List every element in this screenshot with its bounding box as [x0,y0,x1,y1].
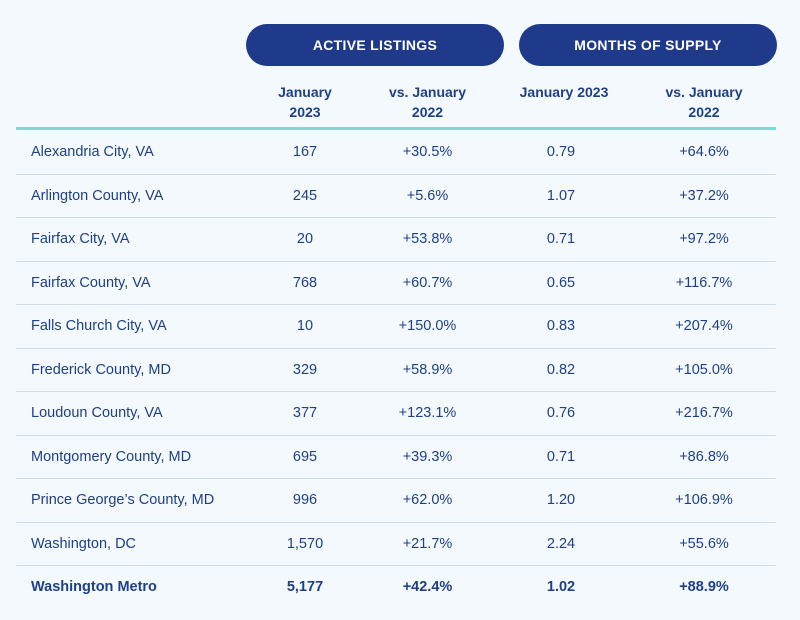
region-name: Fairfax County, VA [16,261,245,305]
data-table: Alexandria City, VA 167 +30.5% 0.79 +64.… [16,131,776,609]
table-row: Fairfax County, VA 768 +60.7% 0.65 +116.… [16,261,776,305]
months-supply-value: 1.02 [546,579,576,596]
active-listings-value: 695 [245,435,365,479]
active-listings-value: 5,177 [286,579,324,596]
months-supply-value: 2.24 [490,522,632,566]
table-row: Frederick County, MD 329 +58.9% 0.82 +10… [16,348,776,392]
months-supply-value: 0.76 [490,391,632,436]
active-listings-change: +30.5% [365,131,490,175]
table-row: Prince George’s County, MD 996 +62.0% 1.… [16,478,776,523]
column-header-line: 2022 [688,104,720,120]
active-listings-change: +62.0% [365,478,490,523]
active-listings-value: 20 [245,217,365,262]
table-row: Fairfax City, VA 20 +53.8% 0.71 +97.2% [16,217,776,262]
region-name: Loudoun County, VA [16,391,245,436]
active-listings-value: 377 [245,391,365,436]
region-name: Montgomery County, MD [16,435,245,479]
active-listings-value: 1,570 [245,522,365,566]
column-header-line: 2022 [411,104,444,120]
column-header-supply-vs-jan-2022: vs. January 2022 [640,82,768,122]
months-supply-value: 0.65 [490,261,632,305]
active-listings-value: 245 [245,174,365,218]
region-name: Alexandria City, VA [16,131,245,175]
months-of-supply-header: MONTHS OF SUPPLY [519,24,777,66]
column-header-supply-jan-2023: January 2023 [500,82,628,122]
active-listings-change: +53.8% [365,217,490,262]
months-supply-change: +37.2% [632,174,776,218]
column-header-listings-jan-2023: January 2023 [245,82,365,122]
months-supply-change: +55.6% [632,522,776,566]
region-name: Washington Metro [31,579,157,596]
active-listings-value: 996 [245,478,365,523]
months-supply-value: 1.07 [490,174,632,218]
header-divider [16,127,776,130]
months-supply-value: 0.79 [490,131,632,175]
months-supply-change: +88.9% [679,579,729,596]
active-listings-change: +150.0% [365,304,490,349]
active-listings-header: ACTIVE LISTINGS [246,24,504,66]
table-row: Alexandria City, VA 167 +30.5% 0.79 +64.… [16,131,776,175]
active-listings-change: +21.7% [365,522,490,566]
region-name: Washington, DC [16,522,245,566]
months-supply-change: +86.8% [632,435,776,479]
table-row: Loudoun County, VA 377 +123.1% 0.76 +216… [16,391,776,436]
active-listings-value: 329 [245,348,365,392]
region-name: Arlington County, VA [16,174,245,218]
active-listings-value: 167 [245,131,365,175]
active-listings-change: +39.3% [365,435,490,479]
months-supply-value: 1.20 [490,478,632,523]
column-header-line: January [278,84,332,100]
region-name: Falls Church City, VA [16,304,245,349]
months-supply-value: 0.71 [490,217,632,262]
active-listings-change: +123.1% [365,391,490,436]
region-name: Fairfax City, VA [16,217,245,262]
months-supply-value: 0.82 [490,348,632,392]
active-listings-value: 10 [245,304,365,349]
column-header-line: vs. January [388,84,467,100]
active-listings-change: +58.9% [365,348,490,392]
active-listings-change: +42.4% [402,579,453,596]
months-supply-change: +207.4% [632,304,776,349]
region-name: Frederick County, MD [16,348,245,392]
table-body: Alexandria City, VA 167 +30.5% 0.79 +64.… [16,131,776,609]
table-row: Montgomery County, MD 695 +39.3% 0.71 +8… [16,435,776,479]
column-header-line: 2023 [289,104,321,120]
months-supply-change: +64.6% [632,131,776,175]
table-row: Falls Church City, VA 10 +150.0% 0.83 +2… [16,304,776,349]
column-header-line: vs. January [665,84,743,100]
column-header-listings-vs-jan-2022: vs. January 2022 [365,82,490,122]
active-listings-change: +5.6% [365,174,490,218]
months-supply-change: +97.2% [632,217,776,262]
months-supply-value: 0.83 [490,304,632,349]
total-row: Washington Metro 5,177 +42.4% 1.02 +88.9… [16,566,776,609]
column-header-line: January 2023 [519,84,609,100]
months-supply-change: +105.0% [632,348,776,392]
months-supply-change: +106.9% [632,478,776,523]
months-supply-change: +216.7% [632,391,776,436]
active-listings-value: 768 [245,261,365,305]
region-name: Prince George’s County, MD [16,478,245,523]
table-row: Arlington County, VA 245 +5.6% 1.07 +37.… [16,174,776,218]
months-supply-change: +116.7% [632,261,776,305]
months-supply-value: 0.71 [490,435,632,479]
active-listings-change: +60.7% [365,261,490,305]
table-row: Washington, DC 1,570 +21.7% 2.24 +55.6% [16,522,776,566]
